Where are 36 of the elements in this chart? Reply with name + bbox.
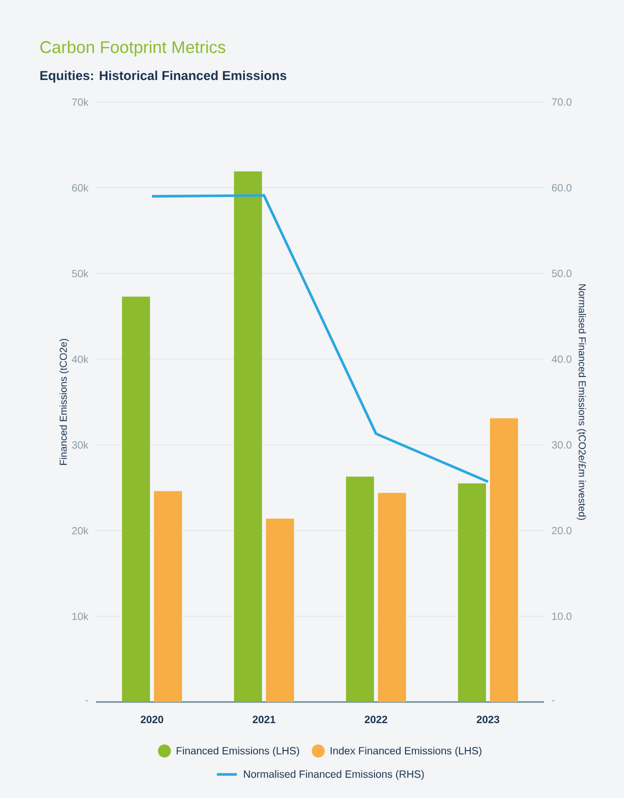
bar <box>154 491 182 702</box>
y2-tick-label: 10.0 <box>552 612 572 620</box>
y-tick-label: 40k <box>72 355 88 363</box>
legend-label: Index Financed Emissions (LHS) <box>330 746 482 756</box>
bar <box>378 492 406 702</box>
chart-subtitle: Equities: Historical Financed Emissions <box>40 70 286 83</box>
bar <box>346 476 374 702</box>
y2-tick-label: 50.0 <box>552 270 572 278</box>
x-tick-label: 2021 <box>252 716 276 724</box>
x-tick-label: 2023 <box>476 716 500 724</box>
bar <box>266 518 294 702</box>
bar <box>490 418 518 702</box>
y2-tick-label: 70.0 <box>552 98 572 106</box>
y-tick-label: 50k <box>72 270 88 278</box>
y2-axis-title: Normalised Financed Emissions (tCO2e/£m invested) <box>576 284 586 520</box>
x-tick-label: 2020 <box>140 716 164 724</box>
bar <box>122 296 150 702</box>
y-tick-label: 60k <box>72 184 88 192</box>
y-tick-label: - <box>85 700 88 702</box>
y-tick-label: 30k <box>72 441 88 449</box>
legend-label: Financed Emissions (LHS) <box>176 746 300 756</box>
y2-tick-label: 40.0 <box>552 355 572 363</box>
y2-tick-label: - <box>552 700 555 702</box>
y2-tick-label: 30.0 <box>552 441 572 449</box>
y-tick-label: 20k <box>72 526 88 534</box>
chart-title: Carbon Footprint Metrics <box>40 40 226 57</box>
bar <box>458 483 486 702</box>
y2-tick-label: 20.0 <box>552 526 572 534</box>
bar <box>234 171 262 702</box>
y-axis-title: Financed Emissions (tCO2e) <box>59 338 69 465</box>
y-tick-label: 10k <box>72 612 88 620</box>
legend-label: Normalised Financed Emissions (RHS) <box>244 770 424 780</box>
y2-tick-label: 60.0 <box>552 184 572 192</box>
x-tick-label: 2022 <box>364 716 388 724</box>
y-tick-label: 70k <box>72 98 88 106</box>
line-series <box>150 194 490 484</box>
